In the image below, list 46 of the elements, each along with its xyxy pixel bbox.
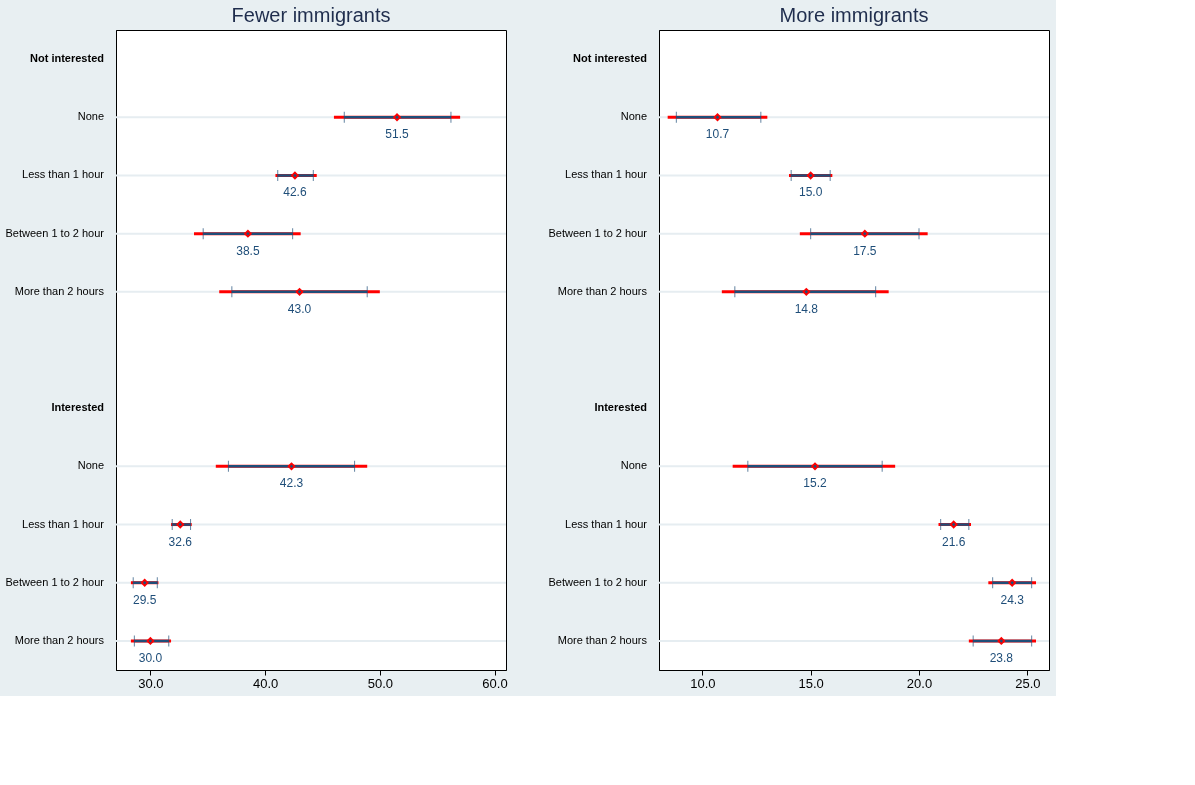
x-tick-label: 10.0: [690, 675, 716, 691]
data-label: 43.0: [287, 301, 312, 316]
x-tick-label: 60.0: [482, 675, 508, 691]
y-tick-label: None: [77, 110, 104, 123]
y-tick-label: Between 1 to 2 hour: [5, 226, 105, 239]
x-tick-label: 30.0: [138, 675, 164, 691]
y-tick-label: Between 1 to 2 hour: [548, 575, 648, 588]
data-label: 10.7: [705, 127, 730, 142]
y-tick-label: Not interested: [30, 52, 104, 65]
y-tick-label: Interested: [594, 401, 647, 414]
data-label: 15.2: [803, 476, 827, 491]
data-label: 21.6: [941, 534, 966, 549]
data-label: 17.5: [853, 243, 877, 258]
y-tick-label: Less than 1 hour: [22, 517, 105, 530]
data-label: 51.5: [385, 127, 410, 142]
x-tick-label: 20.0: [906, 675, 933, 691]
data-label: 14.8: [794, 301, 819, 316]
data-label: 42.6: [283, 185, 307, 200]
y-tick-label: None: [620, 459, 647, 472]
y-tick-label: Interested: [51, 401, 104, 414]
data-label: 32.6: [168, 534, 193, 549]
chart-title: More immigrants: [779, 4, 929, 26]
y-tick-label: Between 1 to 2 hour: [5, 575, 105, 588]
y-tick-label: More than 2 hours: [557, 284, 648, 297]
x-tick-label: 15.0: [798, 675, 824, 691]
y-tick-label: Less than 1 hour: [22, 168, 105, 181]
y-tick-label: More than 2 hours: [14, 284, 105, 297]
y-tick-label: More than 2 hours: [14, 633, 105, 646]
data-label: 42.3: [279, 476, 304, 491]
y-tick-label: More than 2 hours: [557, 633, 648, 646]
data-label: 23.8: [989, 650, 1014, 665]
data-label: 24.3: [1000, 592, 1025, 607]
y-tick-label: None: [620, 110, 647, 123]
data-label: 15.0: [798, 185, 823, 200]
y-tick-label: Less than 1 hour: [565, 168, 648, 181]
chart-title: Fewer immigrants: [231, 4, 391, 26]
x-tick-label: 50.0: [367, 675, 393, 691]
data-label: 29.5: [133, 592, 157, 607]
x-tick-label: 40.0: [252, 675, 279, 691]
data-label: 38.5: [236, 243, 260, 258]
y-tick-label: Less than 1 hour: [565, 517, 648, 530]
y-tick-label: Not interested: [573, 52, 647, 65]
y-tick-label: None: [77, 459, 104, 472]
data-label: 30.0: [138, 650, 163, 665]
x-tick-label: 25.0: [1015, 675, 1041, 691]
y-tick-label: Between 1 to 2 hour: [548, 226, 648, 239]
